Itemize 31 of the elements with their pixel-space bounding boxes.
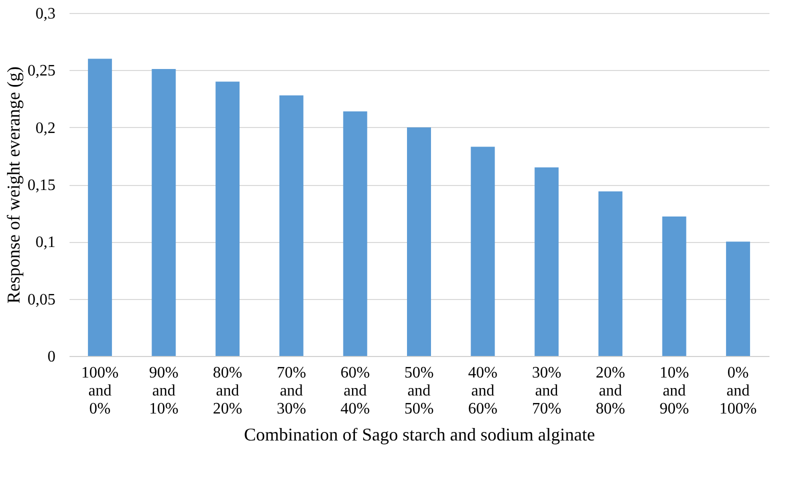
y-tick-label: 0,15 — [28, 177, 56, 194]
bar — [343, 111, 368, 356]
x-tick-label: 50% and 50% — [404, 364, 434, 418]
x-tick-label: 70% and 30% — [276, 364, 306, 418]
x-tick-label: 10% and 90% — [660, 364, 689, 418]
x-tick-label: 100% and 0% — [81, 364, 119, 418]
x-tick-label: 60% and 40% — [340, 364, 370, 418]
bar — [407, 127, 431, 356]
x-tick-label: 90% and 10% — [149, 364, 178, 418]
y-tick-label: 0,2 — [36, 120, 56, 137]
x-tick-label: 0% and 100% — [719, 364, 757, 418]
x-tick-label: 80% and 20% — [212, 364, 242, 418]
x-tick-label: 30% and 70% — [532, 364, 562, 418]
bar — [534, 167, 559, 356]
y-tick-label: 0 — [48, 348, 56, 366]
bar — [470, 146, 495, 356]
bar — [662, 216, 686, 356]
bar — [598, 191, 622, 356]
y-tick-label: 0,25 — [28, 62, 56, 80]
bar — [279, 95, 304, 356]
y-axis-title: Response of weight everange (g) — [4, 66, 24, 304]
bar — [216, 82, 240, 356]
y-tick-label: 0,05 — [28, 291, 56, 308]
y-tick-label: 0,3 — [36, 6, 56, 22]
x-tick-label: 40% and 60% — [468, 364, 498, 418]
y-tick-label: 0,1 — [36, 234, 56, 252]
bar — [726, 242, 750, 356]
bar — [88, 58, 112, 356]
x-tick-label: 20% and 80% — [596, 364, 626, 418]
x-axis-title: Combination of Sago starch and sodium alginate — [244, 424, 595, 444]
bar — [152, 69, 176, 356]
